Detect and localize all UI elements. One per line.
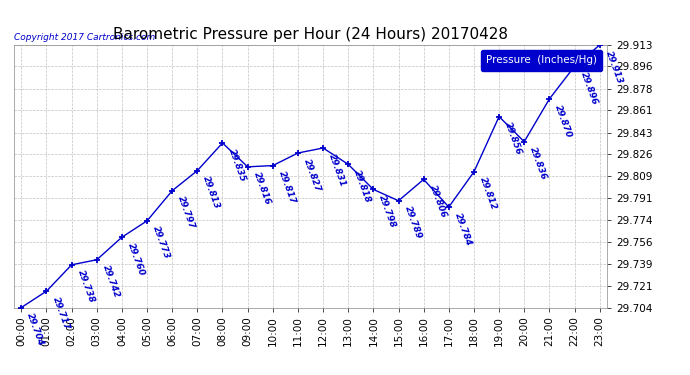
Pressure  (Inches/Hg) (168, 189, 177, 193)
Text: 29.816: 29.816 (252, 171, 272, 207)
Text: 29.704: 29.704 (26, 312, 46, 347)
Text: 29.798: 29.798 (377, 194, 398, 229)
Pressure  (Inches/Hg) (571, 64, 579, 69)
Pressure  (Inches/Hg) (42, 289, 50, 293)
Text: 29.812: 29.812 (478, 176, 498, 212)
Pressure  (Inches/Hg) (344, 162, 353, 166)
Text: 29.717: 29.717 (50, 296, 71, 331)
Pressure  (Inches/Hg) (420, 177, 428, 182)
Text: 29.836: 29.836 (529, 146, 549, 182)
Pressure  (Inches/Hg) (68, 262, 76, 267)
Text: 29.896: 29.896 (579, 70, 599, 106)
Text: 29.835: 29.835 (226, 147, 247, 183)
Text: 29.856: 29.856 (503, 121, 524, 156)
Text: Copyright 2017 Cartronics.com: Copyright 2017 Cartronics.com (14, 33, 155, 42)
Text: 29.773: 29.773 (151, 225, 172, 261)
Pressure  (Inches/Hg) (319, 146, 327, 150)
Pressure  (Inches/Hg) (495, 114, 503, 119)
Legend: Pressure  (Inches/Hg): Pressure (Inches/Hg) (480, 50, 602, 70)
Title: Barometric Pressure per Hour (24 Hours) 20170428: Barometric Pressure per Hour (24 Hours) … (113, 27, 508, 42)
Pressure  (Inches/Hg) (545, 97, 553, 101)
Text: 29.818: 29.818 (353, 168, 373, 204)
Line: Pressure  (Inches/Hg): Pressure (Inches/Hg) (19, 42, 602, 310)
Text: 29.738: 29.738 (76, 269, 96, 304)
Pressure  (Inches/Hg) (143, 219, 151, 223)
Pressure  (Inches/Hg) (92, 258, 101, 262)
Text: 29.789: 29.789 (403, 205, 423, 240)
Text: 29.760: 29.760 (126, 242, 146, 277)
Pressure  (Inches/Hg) (595, 43, 604, 47)
Pressure  (Inches/Hg) (193, 168, 201, 173)
Text: 29.797: 29.797 (177, 195, 197, 231)
Pressure  (Inches/Hg) (294, 151, 302, 155)
Pressure  (Inches/Hg) (244, 165, 252, 169)
Pressure  (Inches/Hg) (17, 305, 26, 310)
Text: 29.831: 29.831 (327, 152, 348, 188)
Text: 29.817: 29.817 (277, 170, 297, 206)
Text: 29.806: 29.806 (428, 183, 448, 219)
Text: 29.870: 29.870 (553, 103, 574, 139)
Pressure  (Inches/Hg) (218, 141, 226, 145)
Text: 29.784: 29.784 (453, 211, 473, 247)
Pressure  (Inches/Hg) (268, 164, 277, 168)
Pressure  (Inches/Hg) (118, 235, 126, 239)
Pressure  (Inches/Hg) (444, 205, 453, 209)
Text: 29.742: 29.742 (101, 264, 121, 300)
Text: 29.827: 29.827 (302, 157, 322, 193)
Pressure  (Inches/Hg) (395, 198, 403, 203)
Pressure  (Inches/Hg) (470, 170, 478, 174)
Pressure  (Inches/Hg) (369, 187, 377, 192)
Text: 29.913: 29.913 (604, 49, 624, 85)
Pressure  (Inches/Hg) (520, 140, 529, 144)
Text: 29.813: 29.813 (201, 175, 221, 210)
